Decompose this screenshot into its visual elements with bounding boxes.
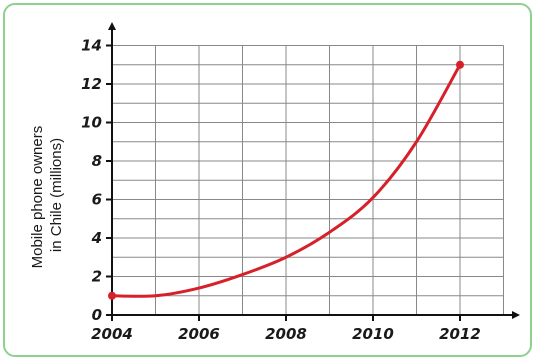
x-tick-label: 2004 [91, 325, 133, 343]
x-tick-label: 2010 [352, 325, 394, 343]
x-tick-label: 2008 [265, 325, 307, 343]
y-tick-label: 4 [91, 229, 102, 247]
y-axis-label-line-2: in Chile (millions) [48, 138, 65, 252]
y-tick-labels: 0 2 4 6 8 10 12 14 [81, 37, 102, 325]
x-axis-arrow [512, 311, 520, 319]
y-tick-label: 2 [92, 268, 102, 286]
y-axis-label: Mobile phone owners in Chile (millions) [29, 122, 65, 269]
axes [106, 22, 520, 321]
x-tick-label: 2006 [178, 325, 220, 343]
y-tick-label: 10 [81, 114, 102, 132]
data-point [108, 291, 116, 300]
y-tick-label: 0 [92, 306, 102, 324]
y-tick-label: 12 [81, 75, 102, 93]
y-axis-arrow [108, 22, 116, 30]
y-tick-label: 8 [92, 152, 102, 170]
x-tick-labels: 2004 2006 2008 2010 2012 [91, 325, 481, 343]
grid-lines [112, 45, 504, 315]
y-tick-label: 6 [92, 191, 102, 209]
series-group [108, 60, 464, 300]
y-tick-label: 14 [81, 37, 102, 55]
x-tick-label: 2012 [439, 325, 481, 343]
y-axis-label-line-1: Mobile phone owners [29, 126, 46, 269]
data-point [456, 60, 464, 69]
series-line [110, 63, 462, 298]
